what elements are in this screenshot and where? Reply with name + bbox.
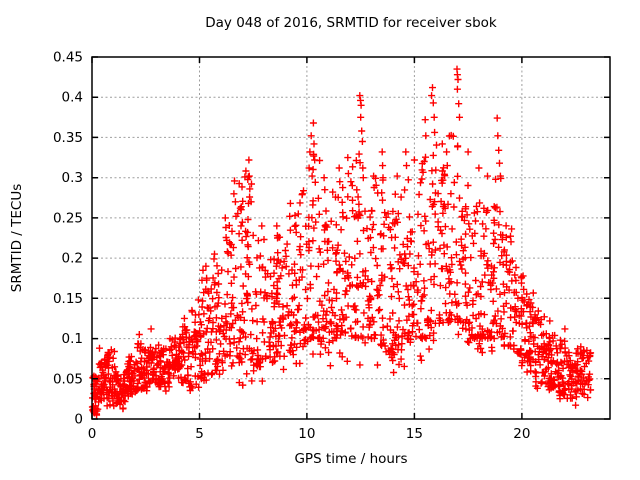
scatter-points: [88, 65, 595, 419]
x-tick-label: 10: [298, 426, 315, 442]
x-tick-label: 15: [406, 426, 423, 442]
y-tick-label: 0.05: [53, 371, 83, 387]
y-tick-label: 0.35: [53, 130, 83, 146]
x-tick-label: 20: [513, 426, 530, 442]
y-tick-label: 0.3: [62, 170, 83, 186]
x-axis-label: GPS time / hours: [294, 451, 408, 467]
x-tick-label: 5: [195, 426, 204, 442]
y-tick-label: 0.1: [62, 331, 83, 347]
x-tick-label: 0: [88, 426, 97, 442]
y-tick-label: 0: [74, 412, 83, 428]
y-tick-label: 0.25: [53, 210, 83, 226]
y-tick-label: 0.15: [53, 291, 83, 307]
gridlines: [92, 57, 610, 419]
plot-border: [91, 56, 611, 420]
y-tick-label: 0.45: [53, 50, 83, 66]
y-tick-label: 0.2: [62, 251, 83, 267]
chart-title: Day 048 of 2016, SRMTID for receiver sbo…: [205, 15, 497, 31]
y-tick-label: 0.4: [62, 90, 83, 106]
tick-marks: [91, 56, 610, 420]
